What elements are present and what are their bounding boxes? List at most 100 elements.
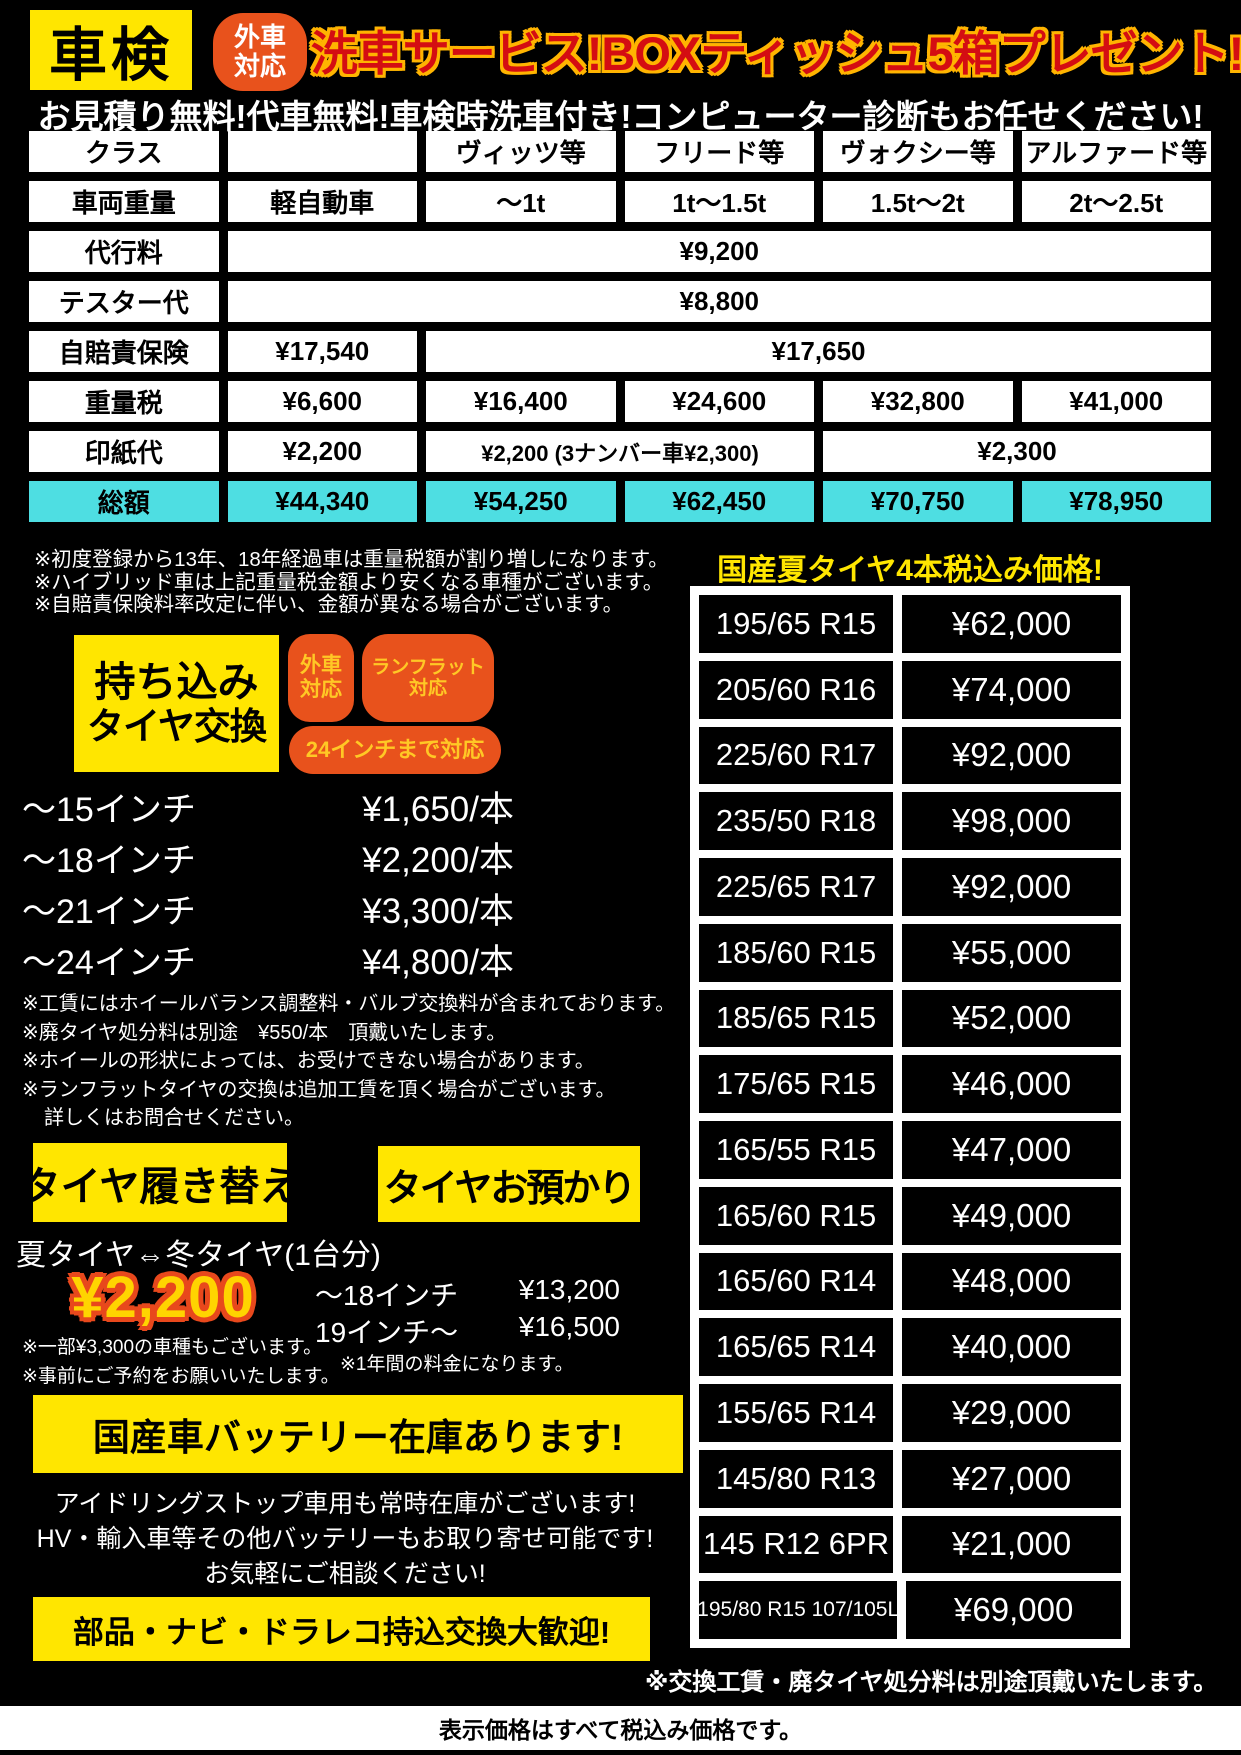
tire-swap-price: ¥2,200 — [71, 1265, 255, 1330]
carry-in-title: 持ち込み タイヤ交換 — [74, 635, 279, 772]
badge-line: ランフラット — [371, 656, 485, 678]
note-line: ※廃タイヤ処分料は別途 ¥550/本 頂戴いたします。 — [22, 1021, 507, 1044]
tire-price-cell: ¥40,000 — [902, 1318, 1121, 1376]
badge-line: 外車 — [300, 654, 342, 678]
value-cell: 〜1t — [426, 181, 616, 222]
value-cell: ヴォクシー等 — [823, 131, 1013, 172]
tire-row: 235/50 R18 ¥98,000 — [699, 792, 1121, 850]
tire-size-cell: 145/80 R13 — [699, 1449, 894, 1508]
tire-row: 205/60 R16 ¥74,000 — [699, 660, 1121, 719]
foreign-car-badge-line1: 外車 — [233, 21, 286, 52]
tire-storage-header: タイヤお預かり — [378, 1146, 640, 1222]
value-cell: フリード等 — [624, 131, 814, 172]
inspection-price-table: クラス ヴィッツ等 フリード等 ヴォクシー等 アルファード等 車両重量 軽自動車… — [20, 122, 1220, 531]
size-label: 〜21インチ — [22, 892, 196, 931]
tire-row: 195/65 R15 ¥62,000 — [699, 595, 1121, 653]
battery-line: お気軽にご相談ください! — [204, 1560, 486, 1588]
row-label-cell: 車両重量 — [29, 181, 219, 222]
value-cell — [227, 131, 417, 172]
tire-size-cell: 175/65 R15 — [699, 1055, 894, 1113]
tire-size-cell: 225/65 R17 — [699, 858, 894, 916]
tire-size-cell: 155/65 R14 — [699, 1384, 894, 1442]
campaign-subtitle: お見積り無料!代車無料!車検時洗車付き!コンピューター診断もお任せください! — [37, 98, 1204, 135]
tire-price-cell: ¥92,000 — [902, 858, 1121, 916]
size-label: 〜15インチ — [22, 790, 196, 829]
tire-row: 145 R12 6PR ¥21,000 — [699, 1515, 1121, 1574]
row-tester-fee: テスター代 ¥8,800 — [29, 281, 1211, 322]
tire-swap-header: タイヤ履き替え — [21, 1143, 299, 1222]
value-cell: ¥62,450 — [624, 481, 814, 522]
carry-in-price-row: 〜21インチ ¥3,300/本 — [22, 885, 514, 931]
size-label: 〜18インチ — [22, 841, 196, 880]
tire-size-cell: 195/65 R15 — [699, 595, 894, 653]
row-stamp-fee: 印紙代 ¥2,200 ¥2,200 (3ナンバー車¥2,300) ¥2,300 — [29, 431, 1211, 472]
tire-row: 195/80 R15 107/105L ¥69,000 — [697, 1581, 1121, 1639]
tire-row: 165/60 R14 ¥48,000 — [699, 1252, 1121, 1311]
value-cell: ¥2,200 (3ナンバー車¥2,300) — [426, 431, 814, 472]
tire-row: 165/60 R15 ¥49,000 — [699, 1186, 1121, 1245]
tire-price-cell: ¥47,000 — [902, 1121, 1121, 1179]
tire-row: 225/60 R17 ¥92,000 — [699, 726, 1121, 785]
row-class: クラス ヴィッツ等 フリード等 ヴォクシー等 アルファード等 — [29, 131, 1211, 172]
value-cell: ¥17,650 — [426, 331, 1211, 372]
battery-line: HV・輸入車等その他バッテリーもお取り寄せ可能です! — [36, 1525, 654, 1553]
value-cell: ¥32,800 — [823, 381, 1013, 422]
value-cell: ¥9,200 — [227, 231, 1211, 272]
tire-size-cell: 195/80 R15 107/105L — [697, 1581, 899, 1639]
tire-size-cell: 225/60 R17 — [699, 726, 894, 785]
tire-row: 165/55 R15 ¥47,000 — [699, 1121, 1121, 1179]
tire-size-cell: 235/50 R18 — [699, 792, 894, 850]
value-cell: ¥78,950 — [1021, 481, 1211, 522]
size-label: 〜24インチ — [22, 943, 196, 982]
price-value: ¥13,200 — [518, 1274, 620, 1305]
tire-price-cell: ¥29,000 — [902, 1384, 1121, 1442]
tire-storage-note: ※1年間の料金になります。 — [340, 1354, 574, 1375]
shaken-label: 車検 — [30, 10, 192, 90]
value-cell: ¥8,800 — [227, 281, 1211, 322]
badge-line: 対応 — [408, 678, 447, 699]
value-cell: ¥16,400 — [426, 381, 616, 422]
carry-in-price-row: 〜18インチ ¥2,200/本 — [22, 834, 514, 880]
value-cell: 1t〜1.5t — [624, 181, 814, 222]
tire-price-cell: ¥74,000 — [902, 660, 1121, 719]
row-label-cell: テスター代 — [29, 281, 219, 322]
tire-row: 175/65 R15 ¥46,000 — [699, 1055, 1121, 1113]
row-total: 総額 ¥44,340 ¥54,250 ¥62,450 ¥70,750 ¥78,9… — [29, 481, 1211, 522]
row-agency-fee: 代行料 ¥9,200 — [29, 231, 1211, 272]
tire-size-cell: 185/65 R15 — [699, 989, 894, 1048]
row-label-cell: クラス — [29, 131, 219, 172]
tire-row: 185/60 R15 ¥55,000 — [699, 923, 1121, 982]
badge-line: 対応 — [300, 678, 342, 701]
tire-price-cell: ¥48,000 — [902, 1252, 1121, 1311]
summer-tire-table: 195/65 R15 ¥62,000 205/60 R16 ¥74,000 225/… — [690, 586, 1130, 1648]
value-cell: ¥24,600 — [624, 381, 814, 422]
note-line: 詳しくはお問合せください。 — [44, 1107, 304, 1129]
tire-price-cell: ¥46,000 — [902, 1055, 1121, 1113]
price-value: ¥16,500 — [518, 1311, 620, 1342]
foreign-car-badge-line2: 対応 — [233, 51, 286, 81]
value-cell: 2t〜2.5t — [1021, 181, 1211, 222]
foreign-car-badge: 外車 対応 — [213, 13, 307, 91]
inspection-notes: ※初度登録から13年、18年経過車は重量税額が割り増しになります。 ※ハイブリッ… — [34, 548, 669, 617]
note-line: ※ランフラットタイヤの交換は追加工賃を頂く場合がございます。 — [22, 1078, 616, 1101]
tire-price-cell: ¥98,000 — [902, 792, 1121, 850]
runflat-badge: ランフラット 対応 — [362, 634, 494, 722]
24inch-badge: 24インチまで対応 — [289, 726, 501, 774]
tire-row: 165/65 R14 ¥40,000 — [699, 1318, 1121, 1376]
value-cell: ¥70,750 — [823, 481, 1013, 522]
foreign-car-badge-2: 外車 対応 — [288, 634, 354, 722]
storage-price-row: 19インチ〜 ¥16,500 — [315, 1311, 620, 1351]
row-label-cell: 代行料 — [29, 231, 219, 272]
note-line: ※工賃にはホイールバランス調整料・バルブ交換料が含まれております。 — [22, 993, 676, 1015]
tire-size-cell: 165/60 R14 — [699, 1252, 894, 1311]
tire-size-cell: 185/60 R15 — [699, 923, 894, 982]
value-cell: ¥6,600 — [227, 381, 417, 422]
row-label-cell: 自賠責保険 — [29, 331, 219, 372]
carry-in-price-row: 〜24インチ ¥4,800/本 — [22, 936, 514, 982]
tire-price-cell: ¥55,000 — [902, 923, 1121, 982]
value-cell: ヴィッツ等 — [426, 131, 616, 172]
row-label-cell: 重量税 — [29, 381, 219, 422]
tire-size-cell: 165/55 R15 — [699, 1121, 894, 1179]
note-line: ※ハイブリッド車は上記重量税金額より安くなる車種がございます。 — [34, 570, 664, 594]
campaign-title: 洗車サービス!BOXティッシュ5箱プレゼント! — [310, 26, 1241, 80]
